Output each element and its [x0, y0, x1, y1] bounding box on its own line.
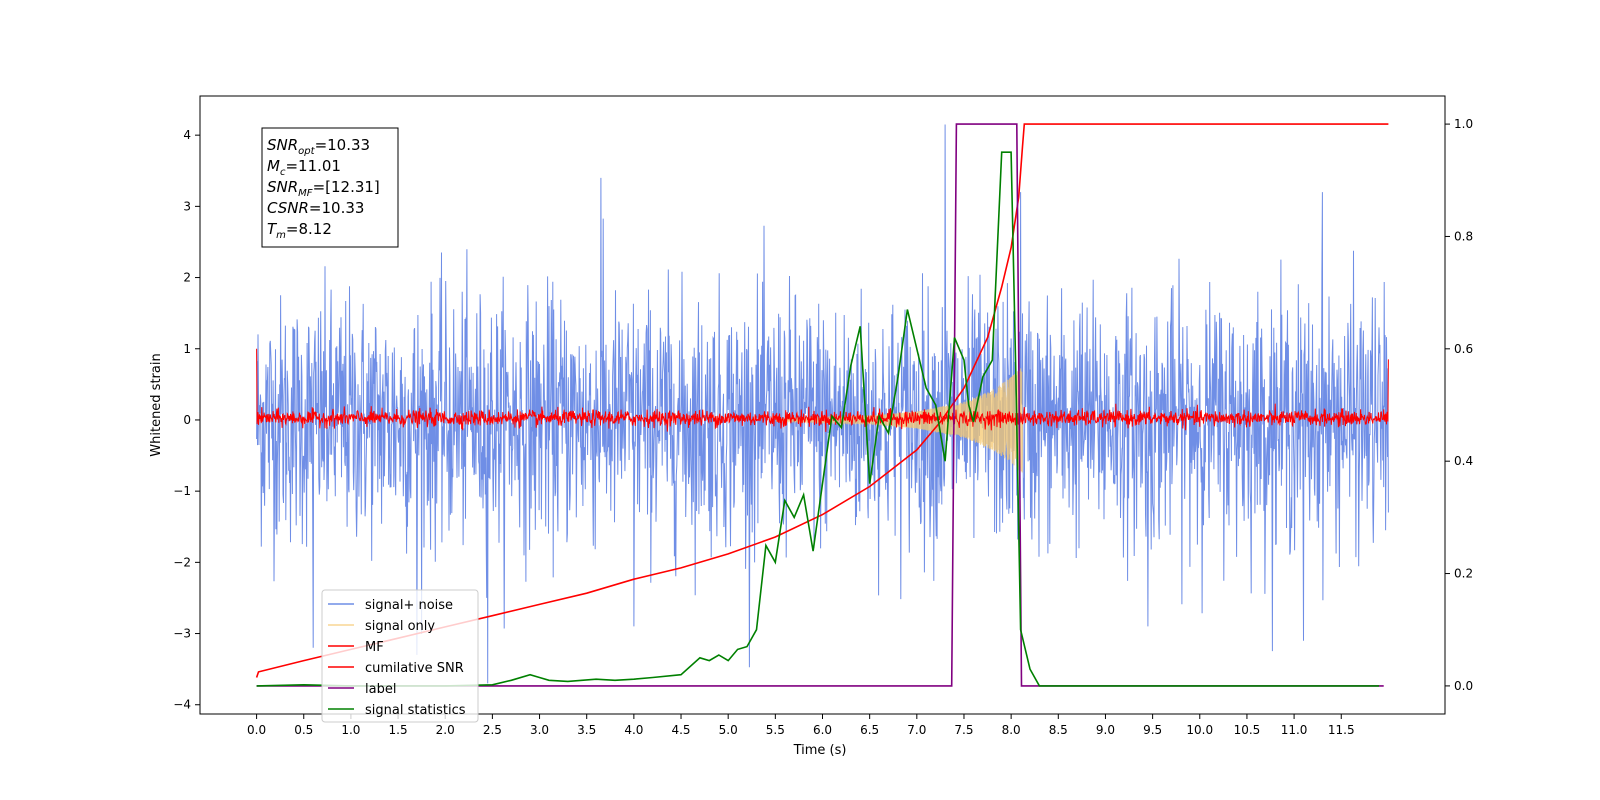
x-tick-label: 6.5 — [860, 723, 879, 737]
x-tick-label: 11.0 — [1281, 723, 1308, 737]
x-tick-label: 0.0 — [247, 723, 266, 737]
annotation-line: SNRopt=10.33 — [267, 136, 370, 157]
x-tick-label: 9.5 — [1143, 723, 1162, 737]
y2-tick-label: 0.8 — [1454, 229, 1473, 243]
x-tick-label: 2.0 — [436, 723, 455, 737]
x-tick-label: 7.5 — [954, 723, 973, 737]
legend-item-signal-noise: signal+ noise — [365, 598, 453, 613]
annotation-box: SNRopt=10.33Mc=11.01SNRMF=[12.31]CSNR=10… — [261, 127, 399, 248]
x-tick-label: 2.5 — [483, 723, 502, 737]
x-axis-label: Time (s) — [793, 743, 847, 758]
y-tick-label: −4 — [173, 698, 191, 712]
legend-item-signal-statistics: signal statistics — [365, 703, 466, 718]
x-tick-label: 5.5 — [766, 723, 785, 737]
legend: signal+ noise signal only MF cumilative SNR… — [321, 589, 479, 723]
y-tick-label: −3 — [173, 627, 191, 641]
annotation-line: Tm=8.12 — [267, 220, 332, 241]
x-tick-label: 3.0 — [530, 723, 549, 737]
x-tick-label: 11.5 — [1328, 723, 1355, 737]
x-tick-label: 10.0 — [1186, 723, 1213, 737]
legend-item-cumilative-snr: cumilative SNR — [365, 661, 464, 676]
y-axis-right: 0.0 0.2 0.4 0.6 0.8 1.0 — [1445, 117, 1473, 693]
y2-tick-label: 0.6 — [1454, 342, 1473, 356]
legend-item-label: label — [365, 682, 396, 697]
x-tick-label: 3.5 — [577, 723, 596, 737]
series-mf — [256, 348, 1389, 432]
x-tick-label: 8.0 — [1002, 723, 1021, 737]
x-tick-label: 1.5 — [389, 723, 408, 737]
legend-item-signal-only: signal only — [365, 619, 435, 634]
y-tick-label: 2 — [183, 271, 191, 285]
x-tick-label: 1.0 — [341, 723, 360, 737]
y-tick-label: −2 — [173, 555, 191, 569]
series-signal-noise — [256, 124, 1389, 684]
y2-tick-label: 0.4 — [1454, 454, 1473, 468]
x-tick-label: 0.5 — [294, 723, 313, 737]
legend-item-mf: MF — [365, 640, 384, 655]
y-tick-label: −1 — [173, 484, 191, 498]
y2-tick-label: 0.0 — [1454, 679, 1473, 693]
annotation-frame — [261, 127, 399, 248]
legend-frame — [321, 589, 479, 723]
annotation-line: Mc=11.01 — [267, 157, 341, 178]
y-tick-label: 1 — [183, 342, 191, 356]
x-tick-label: 6.0 — [813, 723, 832, 737]
y2-tick-label: 0.2 — [1454, 567, 1473, 581]
y-tick-label: 3 — [183, 199, 191, 213]
x-axis: 0.0 0.5 1.0 1.5 2.0 2.5 3.0 3.5 4.0 4.5 5.0 5.5 6.0 6… — [247, 714, 1355, 737]
annotation-line: CSNR=10.33 — [267, 199, 364, 217]
x-tick-label: 4.5 — [671, 723, 690, 737]
x-tick-label: 5.0 — [719, 723, 738, 737]
x-tick-label: 7.0 — [907, 723, 926, 737]
y-tick-label: 0 — [183, 413, 191, 427]
x-tick-label: 4.0 — [624, 723, 643, 737]
x-tick-label: 10.5 — [1234, 723, 1261, 737]
y2-tick-label: 1.0 — [1454, 117, 1473, 131]
x-tick-label: 8.5 — [1049, 723, 1068, 737]
y-axis-left: −4 −3 −2 −1 0 1 2 3 4 — [173, 128, 200, 712]
y-tick-label: 4 — [183, 128, 191, 142]
annotation-line: SNRMF=[12.31] — [267, 178, 380, 199]
y-axis-label: Whitened strain — [149, 353, 164, 456]
x-tick-label: 9.0 — [1096, 723, 1115, 737]
series-signal-statistics — [256, 151, 1379, 687]
